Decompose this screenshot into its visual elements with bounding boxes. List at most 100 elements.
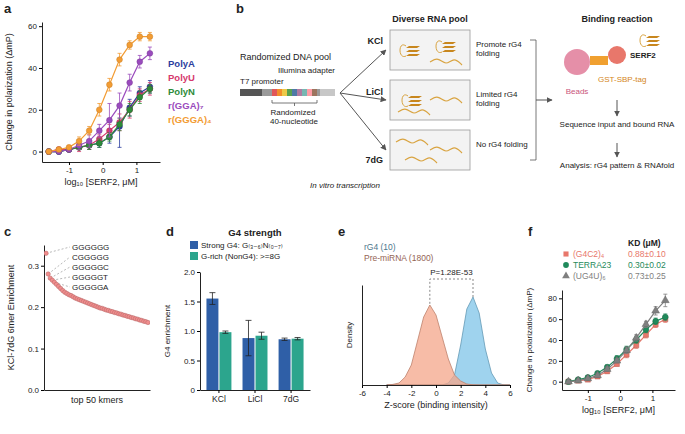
error-bar — [128, 41, 132, 49]
marker — [86, 128, 92, 134]
bar — [206, 299, 218, 390]
panel-label: d — [166, 224, 174, 239]
tick-label: -4 — [384, 389, 392, 398]
error-bar — [148, 32, 152, 40]
marker — [585, 375, 591, 381]
tick-mark — [197, 331, 200, 332]
marker — [147, 34, 153, 40]
bracket — [272, 100, 317, 106]
bar — [292, 339, 304, 390]
tick: 0 — [33, 148, 42, 157]
tick: 2 — [459, 385, 464, 398]
leaders — [46, 247, 70, 287]
marker — [632, 333, 640, 340]
point — [46, 272, 50, 276]
error-bar — [87, 126, 91, 134]
tick-label: 1 — [135, 166, 140, 175]
rna-strand — [430, 147, 462, 153]
tick: 60 — [28, 22, 42, 31]
marker — [96, 140, 102, 146]
panel-label: f — [528, 224, 533, 239]
tick: 80 — [548, 294, 562, 303]
error-bar — [97, 139, 101, 147]
x-axis-title: log₁₀ [SERF2, μM] — [65, 177, 138, 187]
tick: KCl — [212, 390, 226, 404]
g-quartet — [408, 96, 422, 98]
error-bar — [128, 101, 132, 118]
tick-mark — [41, 307, 44, 308]
tick-label: 40 — [28, 64, 37, 73]
g-quartet — [406, 50, 420, 52]
panel-label: c — [4, 224, 11, 239]
marker — [584, 374, 592, 381]
tick: LiCl — [248, 390, 263, 404]
tick-mark — [559, 382, 562, 383]
tick: -2 — [408, 385, 416, 398]
marker — [117, 103, 123, 109]
tick: 0 — [434, 385, 439, 398]
y-axis-title: KCl-7dG 6mer Enrichment — [6, 264, 16, 370]
tick-mark — [559, 361, 562, 362]
panel: -6-4-20246rG4 (10)Pre-miRNA (1800)P=1.28… — [338, 224, 513, 410]
error-bar — [118, 118, 122, 131]
error-bar — [282, 338, 288, 340]
tick: 20 — [28, 106, 42, 115]
bead — [564, 49, 590, 75]
axis-line — [562, 291, 563, 391]
figure: -1010204060PolyAPolyUPolyNr(GGA)₇r(GGGA)… — [0, 0, 685, 434]
tick: 40 — [548, 336, 562, 345]
tick-label: 0.0 — [28, 386, 40, 395]
legend-label: G-rich (NonG4): >=8G — [201, 252, 280, 261]
marker — [96, 140, 102, 146]
marker — [137, 34, 143, 40]
dna-construct — [240, 89, 335, 96]
axis-line — [44, 246, 45, 391]
kd-label: 0.30±0.02 — [628, 260, 666, 270]
series-line — [49, 37, 150, 152]
rna-loop — [436, 41, 442, 53]
legend-label: Pre-miRNA (1800) — [364, 253, 434, 263]
t7-segment — [240, 89, 262, 96]
tick-label: 2.0 — [184, 268, 196, 277]
y-axis: 00.51.01.52.0 — [184, 268, 201, 395]
error-bar — [47, 149, 51, 153]
tick: -4 — [384, 385, 392, 398]
legend-label: (UG4U)₆ — [573, 271, 606, 281]
bracket — [430, 279, 473, 305]
series-line — [49, 53, 150, 151]
tick-label: 1.0 — [184, 327, 196, 336]
tick-label: 0.1 — [28, 345, 40, 354]
annotation: GGGGGG — [72, 243, 109, 252]
annotation: P=1.28E-53 — [430, 268, 473, 277]
tick-mark — [39, 26, 42, 27]
error-bar — [97, 103, 101, 116]
panel-label: e — [338, 224, 345, 239]
leader-line — [50, 267, 70, 278]
annotation: GGGGGT — [72, 273, 108, 282]
rna-pool-title: Diverse RNA pool — [392, 14, 468, 24]
marker — [565, 377, 573, 384]
annotation: CGGGGG — [72, 253, 109, 262]
random-segment — [292, 89, 297, 96]
tick-mark — [461, 385, 462, 388]
legend-label: TERRA23 — [573, 260, 612, 270]
error-bar — [148, 47, 152, 60]
tick: 4 — [484, 385, 489, 398]
tick-mark — [197, 361, 200, 362]
error-bar — [47, 149, 51, 153]
beads-label: Beads — [566, 87, 589, 96]
axis-line — [45, 390, 151, 391]
tick-label: 0 — [553, 378, 558, 387]
marker — [56, 147, 62, 153]
protein — [608, 46, 626, 64]
x-axis-title: top 50 kmers — [71, 395, 124, 405]
axis-line — [200, 273, 201, 391]
panel: 0.00.10.20.3GGGGGGCGGGGGGGGGGCGGGGGTGGGG… — [4, 224, 151, 405]
kd-label: 0.88±0.10 — [628, 249, 666, 259]
marker — [127, 42, 133, 48]
panel-label: b — [236, 1, 244, 16]
tick-label: 0.3 — [28, 262, 40, 271]
legend-symbol — [562, 272, 570, 279]
marker — [652, 306, 660, 313]
tick-mark — [436, 385, 437, 388]
